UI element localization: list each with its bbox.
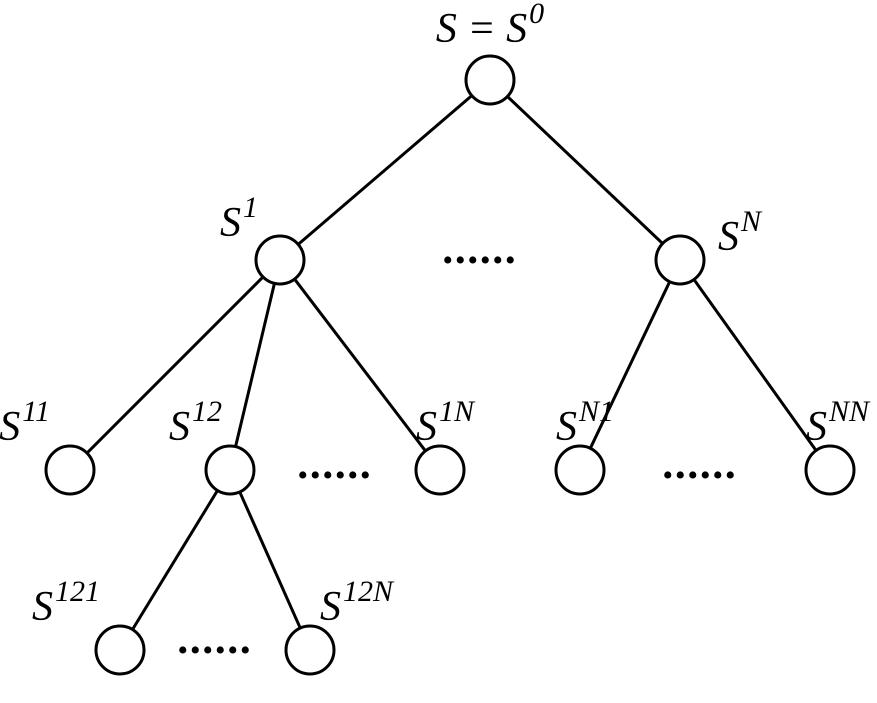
label-S1: S1	[220, 191, 258, 246]
node-S11	[46, 446, 94, 494]
ellipsis-2: ••••••	[662, 459, 737, 492]
label-SN: SN	[718, 205, 763, 260]
edge-root-SN	[507, 97, 662, 244]
edge-SN-SNN	[694, 280, 816, 451]
ellipsis-1: ••••••	[297, 459, 372, 492]
node-S121	[96, 626, 144, 674]
label-SN1: SN1	[556, 395, 614, 450]
node-SN	[656, 236, 704, 284]
edge-S1-S12	[236, 283, 275, 446]
edge-S1-S1N	[295, 279, 426, 451]
edge-S12-S121	[133, 490, 218, 629]
node-SN1	[556, 446, 604, 494]
label-S12N: S12N	[320, 575, 395, 630]
edge-S12-S12N	[240, 492, 301, 628]
node-S12	[206, 446, 254, 494]
node-S1	[256, 236, 304, 284]
ellipsis-3: ••••••	[177, 634, 252, 667]
tree-diagram: S = S0 S1 SN S11 S12 S1N SN1 SNN S121 S12N •••••• •…	[0, 0, 877, 703]
label-S11: S11	[0, 395, 50, 450]
label-S1N: S1N	[416, 395, 476, 450]
node-S12N	[286, 626, 334, 674]
label-root: S = S0	[436, 0, 544, 52]
node-root	[466, 56, 514, 104]
ellipsis-0: ••••••	[442, 244, 517, 277]
node-S1N	[416, 446, 464, 494]
label-S121: S121	[32, 575, 100, 630]
edge-root-S1	[298, 96, 472, 245]
node-SNN	[806, 446, 854, 494]
label-SNN: SNN	[806, 395, 871, 450]
label-S12: S12	[169, 395, 222, 450]
